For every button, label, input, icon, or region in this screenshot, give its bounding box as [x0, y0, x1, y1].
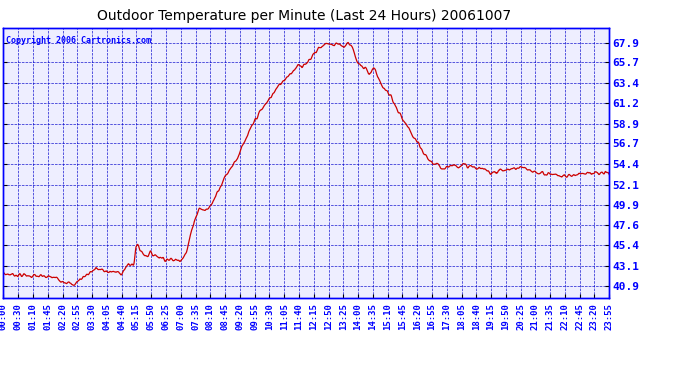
Text: Outdoor Temperature per Minute (Last 24 Hours) 20061007: Outdoor Temperature per Minute (Last 24 … — [97, 9, 511, 23]
Text: Copyright 2006 Cartronics.com: Copyright 2006 Cartronics.com — [6, 36, 152, 45]
